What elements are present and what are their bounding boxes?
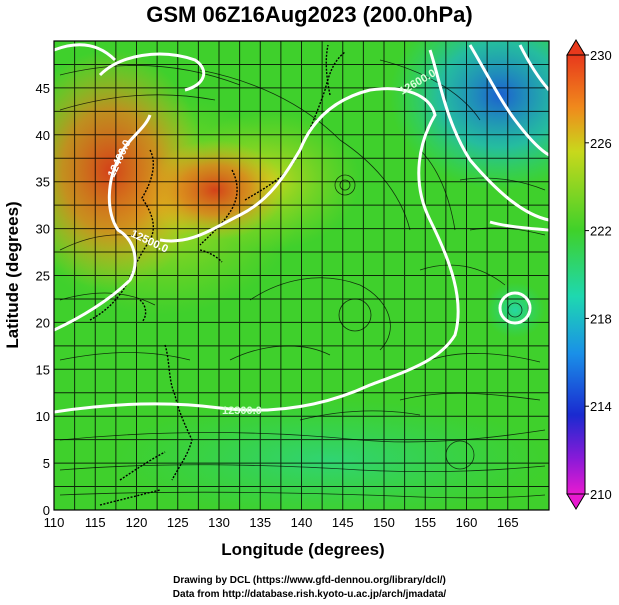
- y-tick-label: 5: [43, 456, 50, 471]
- plot-frame: [53, 40, 550, 511]
- contour-label-12300: 12300.0: [222, 405, 262, 417]
- credit-data-source: Data from http://database.rish.kyoto-u.a…: [172, 589, 447, 600]
- y-tick-label: 30: [36, 222, 50, 237]
- x-tick-label: 125: [167, 515, 189, 530]
- x-tick-label: 120: [126, 515, 148, 530]
- y-tick-label: 0: [43, 503, 50, 518]
- colorbar-label: 222: [590, 224, 612, 239]
- colorbar-label: 218: [590, 311, 612, 326]
- y-tick-label: 10: [36, 409, 50, 424]
- height-contours: [54, 43, 549, 414]
- map-title: GSM 06Z16Aug2023 (200.0hPa): [146, 2, 473, 27]
- streamlines: [59, 59, 546, 499]
- colorbar-label: 214: [590, 399, 612, 414]
- y-tick-label: 15: [36, 362, 50, 377]
- temperature-field: [54, 41, 549, 510]
- colorbar-bottom-arrow: [566, 493, 586, 510]
- x-axis-label: Longitude (degrees): [221, 540, 384, 559]
- grid-lines: [54, 41, 549, 510]
- x-tick-label: 145: [332, 515, 354, 530]
- colorbar-label: 230: [590, 48, 612, 63]
- x-tick-label: 155: [414, 515, 436, 530]
- x-tick-label: 135: [249, 515, 271, 530]
- colorbar-label: 226: [590, 136, 612, 151]
- y-tick-label: 25: [36, 269, 50, 284]
- x-tick-label: 165: [497, 515, 519, 530]
- x-tick-label: 130: [208, 515, 230, 530]
- y-axis-label: Latitude (degrees): [3, 201, 22, 348]
- colorbar-label: 210: [590, 487, 612, 502]
- x-tick-label: 150: [373, 515, 395, 530]
- y-tick-label: 20: [36, 315, 50, 330]
- credit-dcl: Drawing by DCL (https://www.gfd-dennou.o…: [173, 575, 446, 586]
- colorbar: 230 226 222 218 214 210: [566, 39, 612, 510]
- x-tick-label: 110: [44, 515, 65, 530]
- y-tick-label: 45: [36, 81, 50, 96]
- colorbar-top-arrow: [566, 39, 586, 56]
- y-tick-label: 35: [36, 175, 50, 190]
- x-tick-labels: 110 115 120 125 130 135 140 145 150 155 160 165: [44, 515, 519, 530]
- x-tick-label: 115: [85, 515, 106, 530]
- y-tick-label: 40: [36, 128, 50, 143]
- colorbar-gradient: [566, 54, 586, 495]
- x-tick-label: 140: [291, 515, 313, 530]
- x-tick-label: 160: [456, 515, 478, 530]
- y-tick-labels: 0 5 10 15 20 25 30 35 40 45: [36, 81, 50, 518]
